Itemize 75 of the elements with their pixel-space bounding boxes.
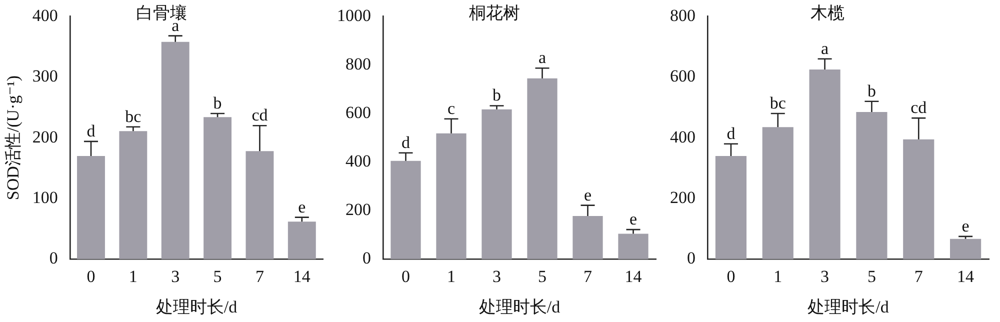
- bar: [161, 42, 190, 260]
- data-label: e: [629, 210, 638, 229]
- y-tick-label: 400: [346, 152, 371, 171]
- x-tick-label: 7: [584, 266, 592, 286]
- x-tick-label: 3: [492, 266, 501, 286]
- y-tick-label: 200: [32, 127, 58, 146]
- y-tick-label: 0: [49, 248, 58, 268]
- bar: [903, 139, 934, 260]
- x-axis-title: 处理时长/d: [808, 297, 890, 316]
- y-tick-label: 1000: [337, 6, 371, 25]
- y-tick-label: 0: [362, 248, 371, 268]
- y-tick-label: 400: [670, 127, 696, 146]
- bar: [246, 151, 274, 260]
- bar: [950, 238, 982, 260]
- bar: [856, 112, 888, 260]
- y-tick-label: 200: [346, 200, 371, 220]
- y-tick-label: 600: [346, 102, 371, 122]
- data-label: cd: [252, 106, 268, 125]
- x-tick-label: 5: [213, 266, 222, 286]
- chart-title: 桐花树: [468, 4, 520, 23]
- x-tick-label: 3: [820, 266, 830, 286]
- x-tick-label: 7: [914, 266, 924, 286]
- y-tick-label: 100: [32, 188, 58, 207]
- bar: [809, 70, 840, 260]
- data-label: a: [538, 48, 546, 68]
- data-label: b: [213, 93, 222, 112]
- bar: [715, 156, 746, 260]
- data-label: d: [726, 124, 736, 143]
- data-label: a: [821, 38, 830, 58]
- bar: [390, 160, 421, 260]
- bar: [762, 127, 794, 260]
- y-tick-label: 800: [670, 6, 696, 25]
- bar: [77, 156, 105, 260]
- x-tick-label: 0: [726, 266, 736, 286]
- x-tick-label: 1: [128, 266, 138, 286]
- data-label: cd: [910, 98, 928, 118]
- x-tick-label: 0: [86, 266, 96, 286]
- data-label: b: [867, 81, 876, 100]
- data-label: bc: [770, 93, 786, 112]
- data-label: d: [86, 121, 96, 140]
- x-tick-label: 5: [538, 266, 546, 286]
- x-tick-label: 14: [624, 266, 642, 286]
- bar: [618, 234, 648, 260]
- x-tick-label: 1: [447, 266, 456, 286]
- bar: [482, 109, 512, 260]
- bar: [572, 216, 603, 260]
- y-tick-label: 400: [32, 6, 58, 25]
- data-label: c: [447, 98, 456, 118]
- x-tick-label: 5: [867, 266, 876, 286]
- bar: [119, 131, 148, 260]
- x-axis-title: 处理时长/d: [478, 297, 561, 316]
- data-label: e: [584, 185, 592, 204]
- x-tick-label: 0: [402, 266, 410, 286]
- y-tick-label: 600: [670, 66, 696, 86]
- x-tick-label: 1: [774, 266, 782, 286]
- x-tick-label: 14: [293, 266, 311, 286]
- y-tick-label: 800: [346, 54, 371, 74]
- x-tick-label: 14: [957, 266, 975, 286]
- x-tick-label: 3: [171, 266, 180, 286]
- bar: [527, 78, 558, 260]
- data-label: b: [492, 86, 501, 105]
- data-label: d: [402, 132, 410, 152]
- x-tick-label: 7: [255, 266, 264, 286]
- data-label: e: [298, 197, 306, 216]
- bar: [436, 133, 466, 260]
- y-axis-title: SOD活性/(U·g⁻¹): [4, 76, 23, 200]
- data-label: e: [962, 216, 970, 236]
- chart-title: 木榄: [810, 4, 844, 23]
- bar: [288, 222, 316, 260]
- bar: [204, 117, 232, 260]
- x-axis-title: 处理时长/d: [156, 297, 238, 316]
- y-tick-label: 200: [670, 188, 696, 207]
- data-label: bc: [125, 106, 142, 126]
- y-tick-label: 300: [32, 66, 58, 86]
- y-tick-label: 0: [687, 248, 696, 268]
